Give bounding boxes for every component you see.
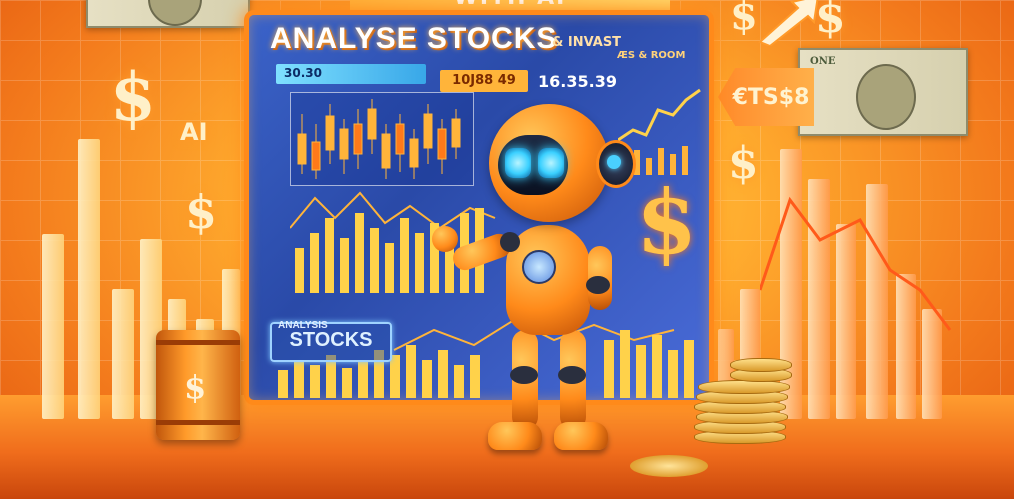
bg-bar: [78, 139, 100, 419]
bar-chart-bottom: [278, 318, 694, 398]
dollar-icon: $: [636, 170, 698, 274]
dollar-icon: $: [184, 368, 207, 406]
monitor-subtitle-2: ÆS & ROOM: [617, 50, 686, 61]
stocks-label-small: ANALYSIS: [278, 320, 328, 331]
ticker-value-left: 30.30: [276, 64, 426, 84]
dollar-bill: [86, 0, 250, 28]
banner-text: WITH AI: [454, 0, 567, 10]
ticker-value-right: 16.35.39: [538, 72, 617, 91]
dollar-icon: $: [728, 138, 759, 189]
robot-eye-left: [505, 148, 531, 178]
robot-knee: [510, 366, 538, 384]
robot-chest-light: [522, 250, 556, 284]
floor-coin: [630, 455, 708, 477]
monitor-subtitle: & INVAST: [552, 35, 622, 50]
bg-bar: [866, 184, 888, 419]
bg-bar: [836, 224, 856, 419]
stocks-label: ANALYSIS STOCKS: [270, 320, 392, 362]
dollar-bill: ONE: [798, 48, 968, 136]
bg-bar: [112, 289, 134, 419]
bg-bar: [922, 309, 942, 419]
price-sign: €TS$8: [718, 68, 814, 126]
monitor-title: ANALYSE STOCKS: [270, 22, 558, 55]
money-barrel: $: [156, 330, 240, 440]
trend-down-arrow: [760, 196, 952, 331]
ticker-value-mid: 10J88 49: [440, 70, 528, 92]
ai-label: AI: [180, 118, 208, 146]
bg-bar: [896, 274, 916, 419]
candlestick-chart: [297, 99, 461, 179]
robot-eye-right: [538, 148, 564, 178]
robot-shoulder: [500, 232, 520, 252]
up-arrow-icon: [758, 0, 819, 46]
robot-ear: [596, 140, 636, 188]
dollar-icon: $: [730, 0, 758, 39]
bill-text: ONE: [810, 56, 836, 67]
dollar-icon: $: [185, 185, 218, 239]
dollar-icon: $: [110, 58, 156, 136]
robot-knee: [558, 366, 586, 384]
bg-bar: [42, 234, 64, 419]
robot-left-foot: [488, 422, 542, 450]
robot-right-foot: [554, 422, 608, 450]
robot-hand: [432, 226, 458, 252]
dollar-icon: $: [815, 0, 846, 43]
robot-elbow: [586, 276, 610, 294]
